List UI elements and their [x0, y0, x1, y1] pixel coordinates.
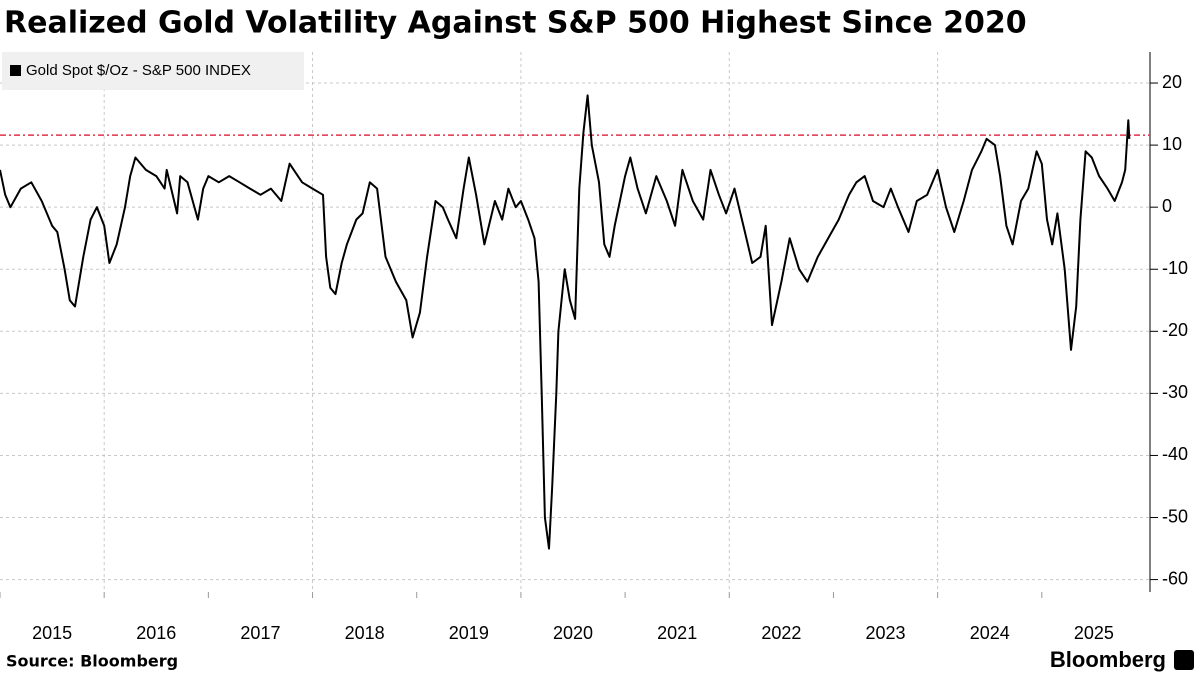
legend-swatch [10, 65, 21, 76]
y-tick-label: 10 [1162, 134, 1182, 154]
brand-icon [1174, 650, 1194, 670]
x-tick-label: 2024 [970, 623, 1010, 643]
y-tick-label: -40 [1162, 444, 1188, 464]
data-line [0, 94, 1131, 550]
legend-label: Gold Spot $/Oz - S&P 500 INDEX [26, 62, 251, 79]
x-tick-label: 2017 [240, 623, 280, 643]
x-tick-label: 2020 [553, 623, 593, 643]
x-tick-label: 2018 [345, 623, 385, 643]
x-tick-label: 2021 [657, 623, 697, 643]
chart-title: Realized Gold Volatility Against S&P 500… [4, 6, 1027, 41]
source: Source: Bloomberg [6, 652, 178, 671]
x-tick-label: 2025 [1074, 623, 1114, 643]
y-tick-label: 0 [1162, 196, 1172, 216]
y-tick-label: -50 [1162, 506, 1188, 526]
x-tick-label: 2019 [449, 623, 489, 643]
y-tick-label: -60 [1162, 568, 1188, 588]
x-tick-label: 2023 [866, 623, 906, 643]
y-tick-label: -10 [1162, 258, 1188, 278]
x-tick-label: 2022 [761, 623, 801, 643]
x-tick-label: 2015 [32, 623, 72, 643]
x-tick-label: 2016 [136, 623, 176, 643]
brand-logo: Bloomberg [1050, 647, 1166, 672]
y-tick-label: -30 [1162, 382, 1188, 402]
y-tick-label: 20 [1162, 72, 1182, 92]
legend-box [2, 52, 304, 90]
y-tick-label: -20 [1162, 320, 1188, 340]
